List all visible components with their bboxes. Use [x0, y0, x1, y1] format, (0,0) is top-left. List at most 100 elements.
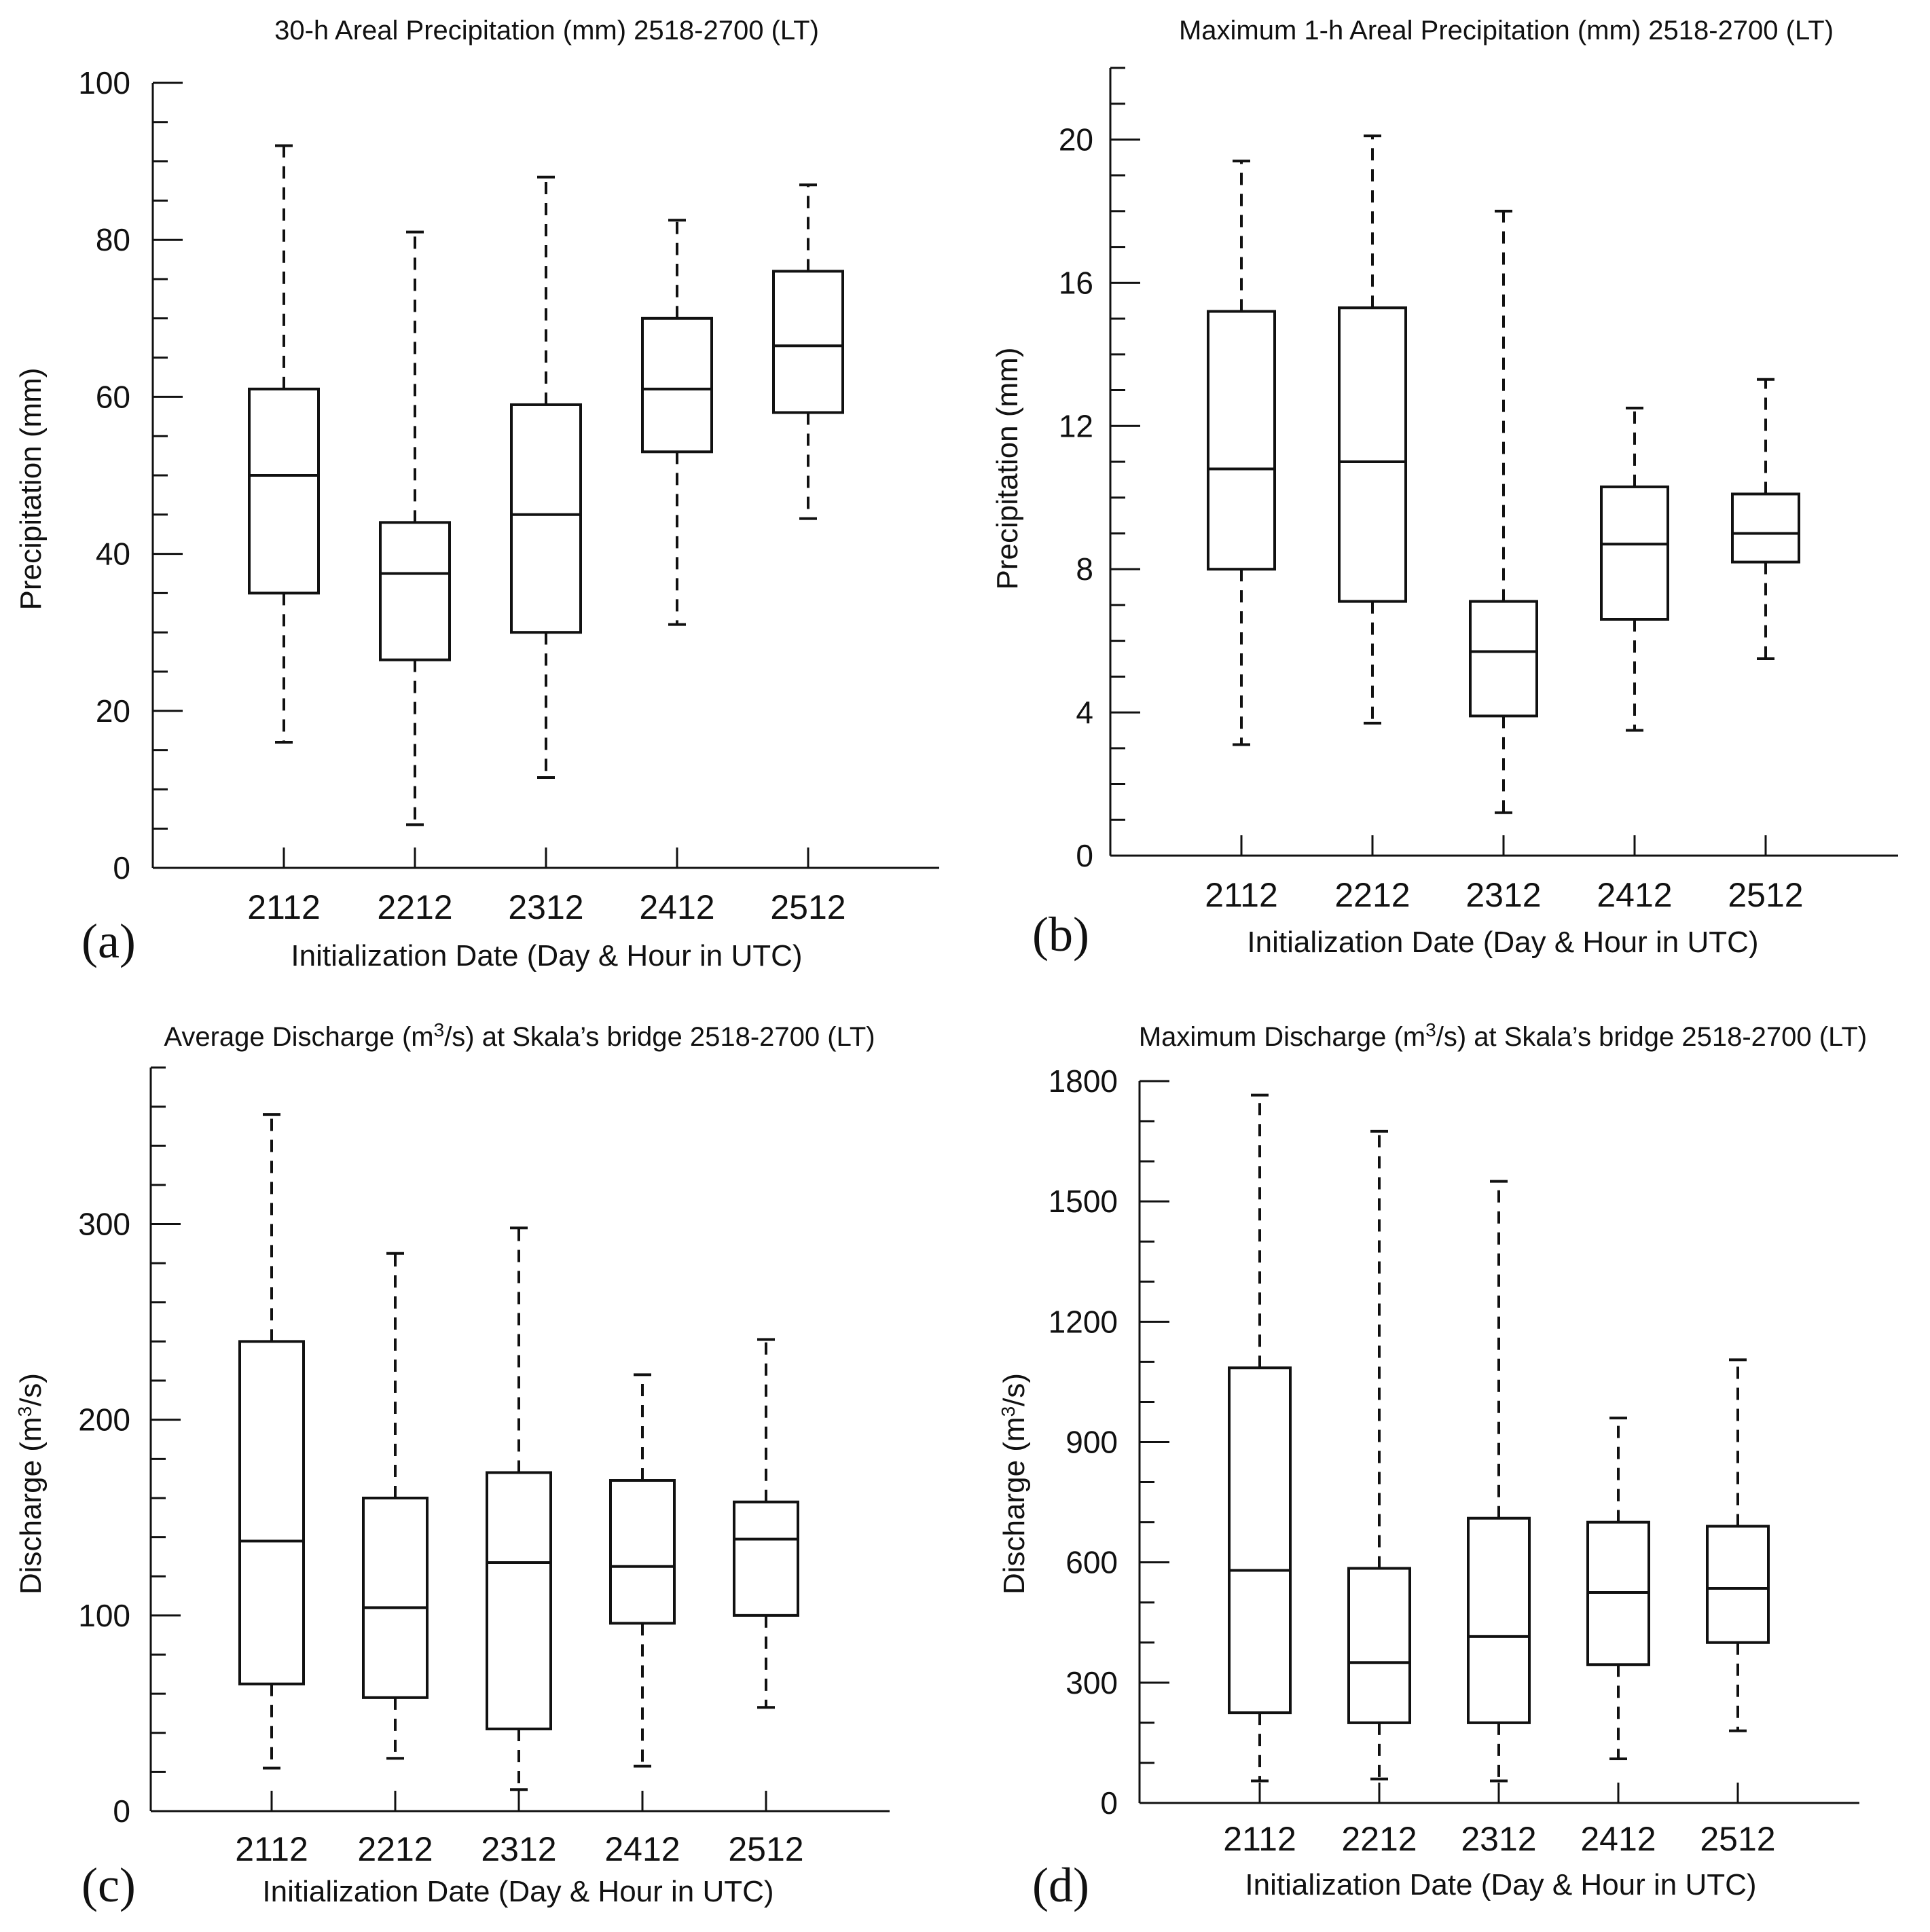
box-2512	[1706, 1358, 1770, 1732]
chart-title: Maximum Discharge (m3/s) at Skala’s brid…	[1139, 1019, 1867, 1052]
box-2312	[510, 175, 582, 780]
box-marks	[1207, 134, 1800, 814]
y-tick-label: 100	[78, 1598, 130, 1633]
y-tick-label: 300	[1066, 1665, 1118, 1700]
y-tick-label: 300	[78, 1207, 130, 1242]
y-axis-label: Discharge (m3/s)	[998, 1373, 1031, 1594]
x-tick-label: 2112	[235, 1830, 308, 1868]
panel-label: (b)	[1032, 907, 1089, 962]
axes: 0 100 200 300 2112 2212 2312 2412 2512	[78, 1066, 890, 1868]
x-tick-label: 2312	[1461, 1820, 1536, 1858]
y-tick-label: 0	[1100, 1785, 1118, 1821]
panel-label: (c)	[81, 1858, 136, 1912]
panel-d: Maximum Discharge (m3/s) at Skala’s brid…	[998, 1019, 1867, 1912]
y-tick-label: 60	[96, 379, 130, 414]
y-tick-label: 1200	[1049, 1304, 1118, 1339]
iqr-box	[1347, 1567, 1411, 1724]
box-2512	[733, 1338, 799, 1709]
box-2112	[1207, 160, 1276, 746]
axes: 0 300 600 900 1200 1500 1800 2112 2212 2312 2412 25…	[1049, 1063, 1859, 1858]
x-tick-label: 2312	[508, 888, 583, 926]
x-tick-label: 2212	[357, 1830, 433, 1868]
iqr-box	[1467, 1516, 1531, 1724]
y-tick-label: 40	[96, 536, 130, 572]
x-axis-label: Initialization Date (Day & Hour in UTC)	[291, 939, 802, 972]
iqr-box	[486, 1471, 552, 1730]
box-2212	[362, 1252, 429, 1760]
iqr-box	[1731, 492, 1800, 564]
box-2212	[379, 230, 451, 826]
y-tick-label: 0	[113, 850, 130, 886]
y-tick-label: 80	[96, 222, 130, 257]
y-tick-label: 1500	[1049, 1184, 1118, 1219]
y-axis-label: Discharge (m3/s)	[14, 1373, 48, 1594]
x-tick-label: 2212	[1341, 1820, 1417, 1858]
box-2512	[772, 183, 844, 520]
box-2412	[641, 219, 713, 626]
iqr-box	[379, 521, 451, 661]
box-2312	[1469, 209, 1538, 814]
y-axis-label: Precipitation (mm)	[14, 368, 48, 610]
panel-c: Average Discharge (m3/s) at Skala’s brid…	[14, 1019, 890, 1912]
box-2112	[238, 1113, 305, 1770]
y-tick-label: 1800	[1049, 1063, 1118, 1099]
x-tick-label: 2212	[1334, 876, 1410, 914]
y-tick-label: 4	[1076, 695, 1093, 730]
y-tick-label: 200	[78, 1402, 130, 1438]
box-2412	[1586, 1417, 1650, 1761]
box-2412	[609, 1373, 676, 1768]
box-marks	[238, 1113, 799, 1791]
chart-title: Average Discharge (m3/s) at Skala’s brid…	[164, 1019, 875, 1052]
chart-title: Maximum 1-h Areal Precipitation (mm) 251…	[1179, 16, 1834, 45]
x-tick-label: 2512	[770, 888, 845, 926]
box-marks	[1228, 1093, 1770, 1783]
y-tick-label: 16	[1059, 265, 1093, 300]
x-tick-label: 2312	[481, 1830, 556, 1868]
x-tick-label: 2512	[1728, 876, 1803, 914]
box-2112	[248, 144, 320, 744]
iqr-box	[1338, 306, 1407, 603]
x-tick-label: 2212	[377, 888, 452, 926]
x-axis-label: Initialization Date (Day & Hour in UTC)	[1247, 926, 1758, 959]
axes: 0 20 40 60 80 100 2112 2212 2312 2412 2512	[78, 65, 939, 926]
y-axis-label: Precipitation (mm)	[991, 348, 1024, 590]
box-marks	[248, 144, 844, 826]
iqr-box	[733, 1500, 799, 1617]
box-2212	[1347, 1129, 1411, 1781]
iqr-box	[1228, 1366, 1292, 1715]
iqr-box	[1600, 485, 1669, 621]
x-tick-label: 2412	[604, 1830, 680, 1868]
axes: 0 4 8 12 16 20 2112 2212 2312 2412 2512	[1059, 67, 1898, 914]
box-2412	[1600, 406, 1669, 732]
x-tick-label: 2512	[728, 1830, 803, 1868]
panel-a: 30-h Areal Precipitation (mm) 2518-2700 …	[14, 16, 939, 972]
x-tick-label: 2412	[639, 888, 714, 926]
x-tick-label: 2412	[1597, 876, 1672, 914]
x-tick-label: 2112	[1223, 1820, 1296, 1858]
panel-b: Maximum 1-h Areal Precipitation (mm) 251…	[991, 16, 1898, 962]
panel-label: (d)	[1032, 1858, 1089, 1912]
y-tick-label: 20	[1059, 122, 1093, 157]
x-tick-label: 2112	[1205, 876, 1278, 914]
box-2212	[1338, 134, 1407, 725]
iqr-box	[641, 316, 713, 454]
chart-title: 30-h Areal Precipitation (mm) 2518-2700 …	[274, 16, 819, 45]
x-tick-label: 2312	[1465, 876, 1541, 914]
y-tick-label: 900	[1066, 1425, 1118, 1460]
y-tick-label: 100	[78, 65, 130, 101]
y-tick-label: 20	[96, 693, 130, 729]
x-axis-label: Initialization Date (Day & Hour in UTC)	[262, 1875, 773, 1908]
iqr-box	[609, 1479, 676, 1625]
box-2512	[1731, 378, 1800, 660]
x-tick-label: 2112	[247, 888, 321, 926]
box-2312	[486, 1226, 552, 1791]
iqr-box	[362, 1496, 429, 1699]
y-tick-label: 0	[113, 1793, 130, 1829]
iqr-box	[772, 270, 844, 414]
x-tick-label: 2412	[1580, 1820, 1656, 1858]
iqr-box	[1706, 1525, 1770, 1644]
iqr-box	[1207, 310, 1276, 571]
x-tick-label: 2512	[1700, 1820, 1775, 1858]
iqr-box	[238, 1340, 305, 1685]
